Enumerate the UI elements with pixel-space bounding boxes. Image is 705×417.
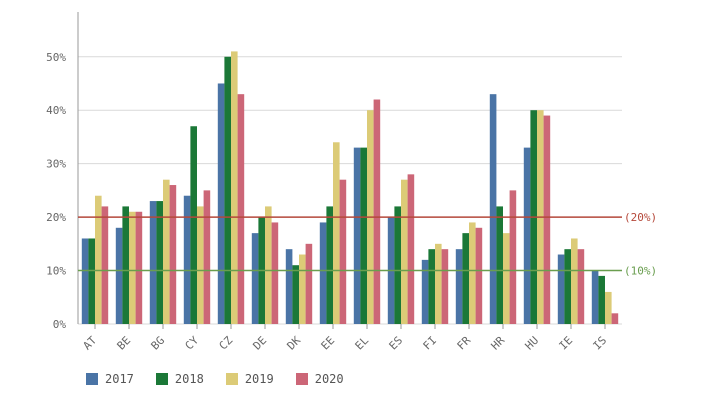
x-tick-label-HU: HU [523,334,542,353]
bar-2020-CZ [237,94,245,324]
legend: 2017 2018 2019 2020 [86,372,344,386]
bar-2020-BG [169,185,177,324]
x-tick-label-FR: FR [455,334,474,353]
y-tick-label: 30% [46,158,66,171]
bar-2020-HR [509,190,517,324]
x-tick-label-BE: BE [115,334,134,353]
bar-2018-EE [326,206,333,324]
bar-2020-ES [407,174,415,324]
bar-2018-AT [88,238,95,324]
bar-2019-FR [469,222,476,324]
bar-2017-HU [523,147,531,324]
bar-2017-CZ [217,83,225,324]
bar-2017-EE [319,222,327,324]
bar-2017-BG [149,201,157,324]
bar-2018-CY [190,126,197,324]
legend-item-2018: 2018 [155,372,204,386]
bar-2017-FR [455,249,463,324]
bar-2019-BG [163,179,170,324]
x-tick-label-IE: IE [557,334,576,353]
bar-2019-DE [265,206,272,324]
bar-2020-IE [577,249,585,324]
bar-2019-DK [299,254,306,324]
legend-item-2020: 2020 [295,372,344,386]
bar-2018-FI [428,249,435,324]
bar-2018-BG [156,201,163,324]
x-tick-label-IS: IS [591,334,610,353]
legend-label: 2019 [244,372,274,386]
bar-2018-HR [496,206,503,324]
x-tick-label-FI: FI [421,334,440,353]
y-tick-label: 0% [53,318,67,331]
bar-2020-IS [611,313,619,324]
y-tick-label: 50% [46,51,66,64]
bar-2020-DE [271,222,279,324]
bar-2020-FR [475,227,483,324]
bar-2020-EE [339,179,347,324]
legend-label: 2017 [105,372,134,386]
legend-swatch [86,373,98,385]
legend-label: 2020 [314,372,344,386]
y-tick-label: 40% [46,104,66,117]
bar-2019-HR [503,233,510,324]
bar-2017-BE [115,227,123,324]
bar-2017-IS [591,270,599,324]
bar-2018-IE [564,249,571,324]
bar-2017-AT [81,238,89,324]
x-tick-label-BG: BG [149,334,168,353]
bar-2017-EL [353,147,361,324]
x-tick-label-DK: DK [285,334,304,353]
bar-2017-DE [251,233,259,324]
bar-2018-IS [598,275,605,324]
bar-2019-ES [401,179,408,324]
bar-2019-BE [129,211,136,324]
x-tick-label-DE: DE [251,334,270,353]
bar-2019-CZ [231,51,238,325]
legend-swatch [225,373,238,385]
bar-2020-DK [305,243,313,324]
bar-2019-FI [435,243,442,324]
x-tick-label-CY: CY [183,334,202,353]
x-tick-label-EE: EE [319,334,338,353]
legend-item-2019: 2019 [225,372,274,386]
bar-2018-CZ [224,56,231,325]
legend-item-2017: 2017 [86,372,134,386]
bar-2018-DK [292,265,299,324]
x-tick-label-AT: AT [81,334,100,353]
bar-2020-EL [373,99,381,324]
bar-2018-ES [394,206,401,324]
bar-2017-HR [489,94,497,324]
bar-2017-CY [183,195,191,324]
legend-label: 2018 [174,372,204,386]
bar-2017-FI [421,259,429,324]
bar-2018-FR [462,233,469,324]
bar-2017-DK [285,249,293,324]
bar-2019-CY [197,206,204,324]
bar-2020-AT [101,206,109,324]
bar-2020-BE [135,211,143,324]
bar-2019-IS [605,291,612,324]
bar-2020-FI [441,249,449,324]
bar-2019-AT [95,195,102,324]
x-tick-label-CZ: CZ [217,334,236,353]
legend-swatch [295,373,308,385]
bar-2018-BE [122,206,129,324]
x-tick-label-HR: HR [489,334,508,353]
bar-2020-HU [543,115,551,324]
y-tick-label: 20% [46,211,66,224]
legend-swatch [155,373,168,385]
reference-line-label-20: (20%) [624,211,657,224]
x-tick-label-EL: EL [353,334,372,353]
bar-2017-IE [557,254,565,324]
reference-line-label-10: (10%) [624,265,657,278]
bar-2018-EL [360,147,367,324]
bar-2019-IE [571,238,578,324]
x-tick-label-ES: ES [387,334,406,353]
y-tick-label: 10% [46,265,66,278]
bar-2020-CY [203,190,211,324]
bar-2019-EE [333,142,340,324]
